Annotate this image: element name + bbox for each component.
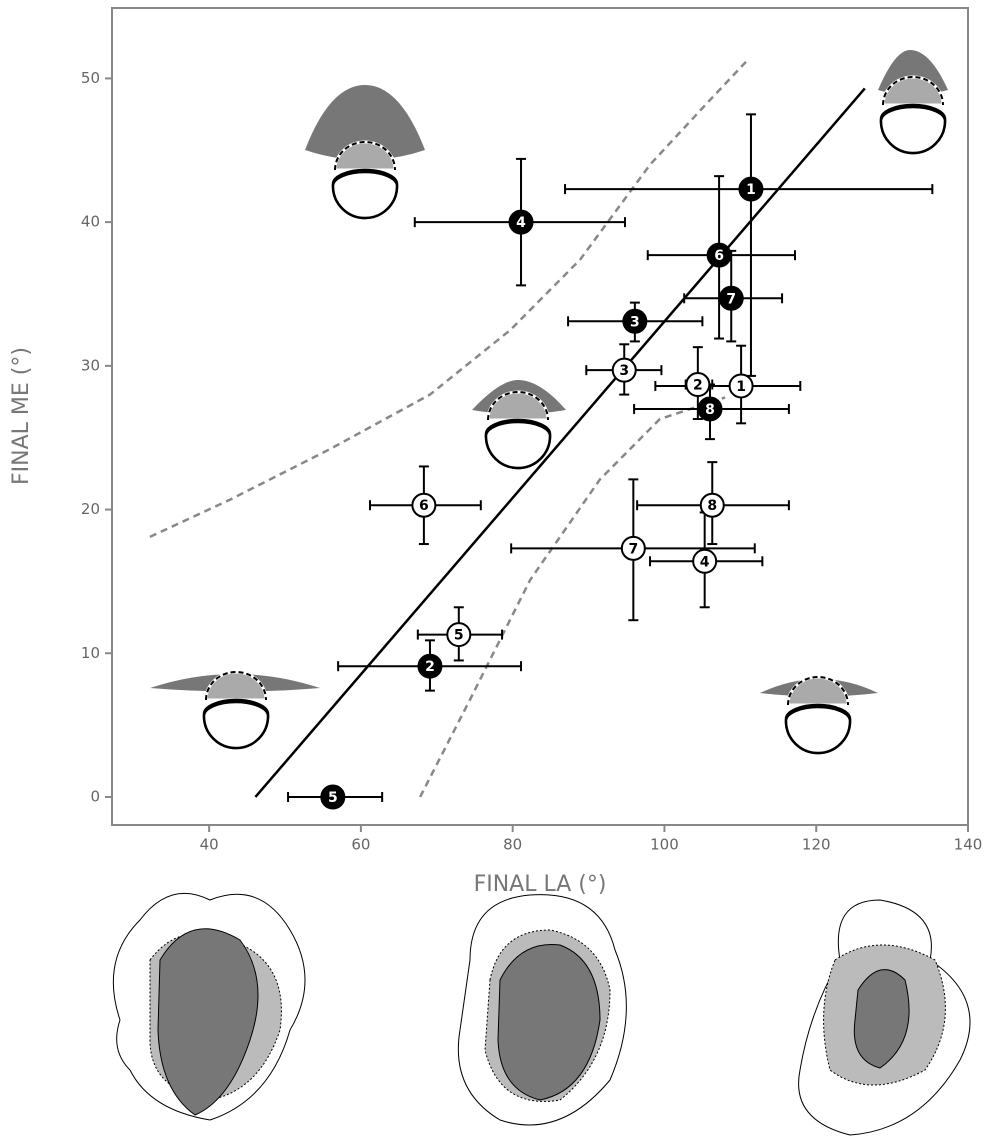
point-label: 4 [700,554,710,570]
fit-line [254,87,866,798]
point-label: 2 [425,659,435,675]
point [611,357,637,383]
point-label: 6 [419,498,429,514]
point-label: 2 [693,378,703,394]
point [446,622,472,648]
point [718,285,744,311]
y-tick-label: 50 [81,69,100,87]
y-tick-label: 0 [90,787,100,805]
plot-frame [111,7,969,826]
point [411,492,437,518]
x-tick-label: 120 [802,836,831,854]
point [685,372,711,398]
x-tick-label: 80 [503,836,522,854]
x-tick-label: 140 [954,836,983,854]
point-label: 8 [707,498,717,514]
point-label: 3 [619,363,629,379]
point [508,209,534,235]
point [706,242,732,268]
point [320,784,346,810]
x-tick-label: 100 [650,836,679,854]
point-label: 1 [736,379,746,395]
point [417,653,443,679]
point-label: 4 [516,215,526,231]
confidence-curve [418,396,726,798]
y-axis-label: FINAL ME (°) [9,347,34,485]
y-tick-label: 10 [81,644,100,662]
x-tick-label: 60 [351,836,370,854]
confidence-curve [149,58,749,538]
point [728,373,754,399]
point [699,492,725,518]
point-label: 1 [746,182,756,198]
y-tick-label: 40 [81,213,100,231]
point-label: 7 [628,541,638,557]
point [738,176,764,202]
point-label: 8 [705,402,715,418]
point-label: 6 [714,248,724,264]
x-axis-label: FINAL LA (°) [474,872,607,897]
point-label: 3 [630,314,640,330]
point [622,308,648,334]
y-tick-label: 30 [81,356,100,374]
y-tick-label: 20 [81,500,100,518]
point [620,535,646,561]
point-label: 5 [328,790,338,806]
point-label: 7 [726,291,736,307]
illustrations [112,50,971,1136]
point [692,548,718,574]
point-label: 5 [454,628,464,644]
x-tick-label: 40 [200,836,219,854]
